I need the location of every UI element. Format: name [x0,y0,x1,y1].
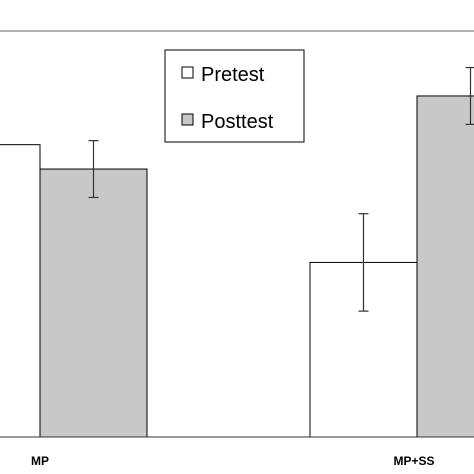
error-bar-pretest-mp-ss [358,213,369,312]
bar-pretest-mp [0,144,41,438]
bar-posttest-mp [39,168,148,438]
legend: Pretest Posttest [164,49,305,143]
x-tick-label: MP [31,454,49,468]
legend-swatch-pretest [181,66,194,79]
legend-label-posttest: Posttest [201,111,274,133]
legend-label-pretest: Pretest [201,64,265,86]
legend-swatch-posttest [181,113,194,126]
bar-posttest-mp-ss [416,95,474,438]
error-bars-group [88,66,474,312]
bars-group [0,95,474,438]
error-bar-posttest-mp [88,140,99,199]
x-tick-labels: MP MP+SS [31,454,435,468]
x-tick-label: MP+SS [393,454,434,468]
legend-box [164,49,305,143]
